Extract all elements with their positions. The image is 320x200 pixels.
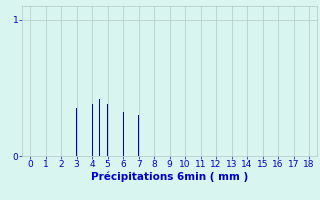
Bar bbox=[99, 99, 100, 156]
Bar bbox=[123, 112, 124, 156]
Bar bbox=[107, 104, 108, 156]
X-axis label: Précipitations 6min ( mm ): Précipitations 6min ( mm ) bbox=[91, 172, 248, 182]
Bar bbox=[92, 104, 93, 156]
Bar bbox=[138, 115, 139, 156]
Bar bbox=[76, 108, 77, 156]
